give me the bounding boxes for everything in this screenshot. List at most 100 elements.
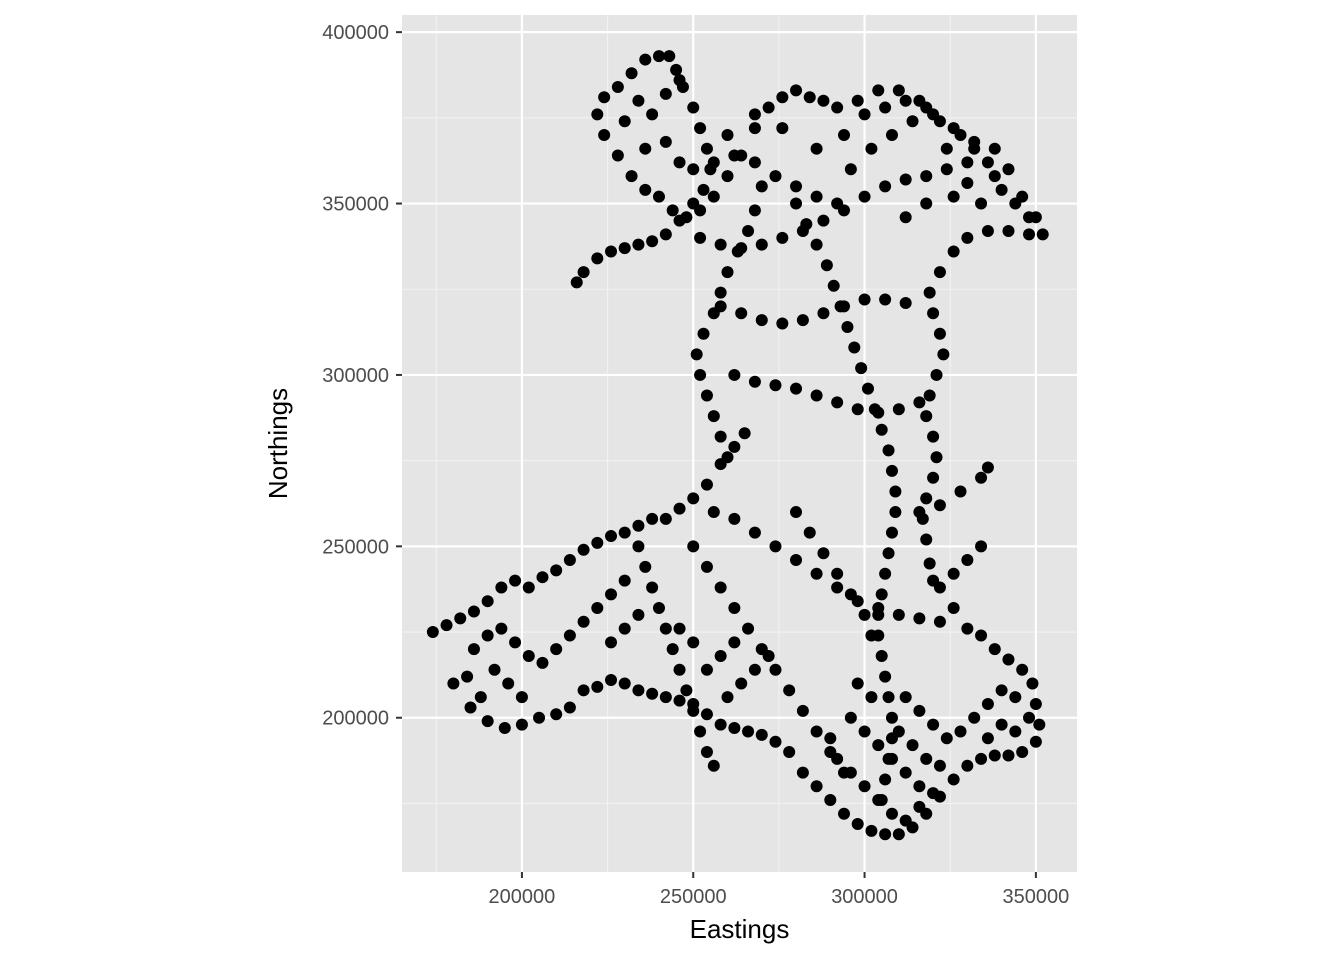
data-point bbox=[488, 663, 501, 676]
data-point bbox=[858, 190, 871, 203]
data-point bbox=[810, 725, 823, 738]
data-point bbox=[927, 430, 940, 443]
data-point bbox=[618, 574, 631, 587]
data-point bbox=[447, 677, 460, 690]
data-point bbox=[844, 588, 857, 601]
data-point bbox=[533, 711, 546, 724]
data-point bbox=[707, 156, 720, 169]
data-point bbox=[632, 94, 645, 107]
data-point bbox=[563, 701, 576, 714]
data-point bbox=[426, 626, 439, 639]
data-point bbox=[824, 732, 837, 745]
y-axis-title: Northings bbox=[263, 388, 293, 499]
data-point bbox=[639, 183, 652, 196]
data-point bbox=[550, 564, 563, 577]
data-point bbox=[536, 571, 549, 584]
data-point bbox=[975, 629, 988, 642]
y-tick-label: 350000 bbox=[322, 194, 389, 216]
data-point bbox=[906, 739, 919, 752]
data-point bbox=[632, 684, 645, 697]
data-point bbox=[831, 752, 844, 765]
data-point bbox=[961, 759, 974, 772]
data-point bbox=[646, 235, 659, 248]
data-point bbox=[817, 307, 830, 320]
data-point bbox=[790, 506, 803, 519]
data-point bbox=[920, 170, 933, 183]
data-point bbox=[618, 115, 631, 128]
data-point bbox=[577, 543, 590, 556]
data-point bbox=[885, 711, 898, 724]
data-point bbox=[872, 794, 885, 807]
x-tick-label: 300000 bbox=[831, 886, 898, 908]
data-point bbox=[1016, 663, 1029, 676]
data-point bbox=[721, 170, 734, 183]
data-point bbox=[591, 536, 604, 549]
data-point bbox=[865, 142, 878, 155]
data-point bbox=[687, 197, 700, 210]
data-point bbox=[721, 266, 734, 279]
data-point bbox=[920, 101, 933, 114]
data-point bbox=[981, 732, 994, 745]
data-point bbox=[776, 231, 789, 244]
data-point bbox=[961, 231, 974, 244]
data-point bbox=[796, 314, 809, 327]
x-tick-label: 200000 bbox=[489, 886, 556, 908]
data-point bbox=[467, 605, 480, 618]
data-point bbox=[697, 183, 710, 196]
data-point bbox=[817, 547, 830, 560]
data-point bbox=[988, 643, 1001, 656]
data-point bbox=[995, 183, 1008, 196]
data-point bbox=[783, 746, 796, 759]
data-point bbox=[639, 53, 652, 66]
data-point bbox=[707, 410, 720, 423]
data-point bbox=[694, 231, 707, 244]
data-point bbox=[920, 492, 933, 505]
data-point bbox=[1036, 228, 1049, 241]
data-point bbox=[933, 266, 946, 279]
data-point bbox=[680, 684, 693, 697]
data-point bbox=[820, 259, 833, 272]
data-point bbox=[646, 108, 659, 121]
data-point bbox=[1029, 698, 1042, 711]
data-point bbox=[920, 752, 933, 765]
data-point bbox=[769, 663, 782, 676]
data-point bbox=[700, 708, 713, 721]
data-point bbox=[591, 680, 604, 693]
data-point bbox=[892, 725, 905, 738]
data-point bbox=[923, 389, 936, 402]
data-point bbox=[694, 368, 707, 381]
data-point bbox=[591, 602, 604, 615]
data-point bbox=[838, 128, 851, 141]
data-point bbox=[803, 526, 816, 539]
data-point bbox=[769, 379, 782, 392]
y-tick-label: 300000 bbox=[322, 365, 389, 387]
data-point bbox=[625, 67, 638, 80]
data-point bbox=[639, 560, 652, 573]
data-point bbox=[913, 506, 926, 519]
data-point bbox=[988, 142, 1001, 155]
data-point bbox=[632, 238, 645, 251]
data-point bbox=[933, 615, 946, 628]
data-point bbox=[995, 718, 1008, 731]
data-point bbox=[632, 519, 645, 532]
data-point bbox=[927, 718, 940, 731]
data-point bbox=[1029, 211, 1042, 224]
data-point bbox=[851, 818, 864, 831]
data-point bbox=[673, 663, 686, 676]
data-point bbox=[988, 749, 1001, 762]
data-point bbox=[899, 814, 912, 827]
data-point bbox=[700, 746, 713, 759]
data-point bbox=[783, 684, 796, 697]
data-point bbox=[618, 677, 631, 690]
data-point bbox=[940, 163, 953, 176]
data-point bbox=[707, 190, 720, 203]
data-point bbox=[879, 773, 892, 786]
data-point bbox=[892, 828, 905, 841]
data-point bbox=[947, 567, 960, 580]
data-point bbox=[930, 451, 943, 464]
data-point bbox=[899, 94, 912, 107]
data-point bbox=[1029, 735, 1042, 748]
data-point bbox=[961, 622, 974, 635]
data-point bbox=[879, 828, 892, 841]
